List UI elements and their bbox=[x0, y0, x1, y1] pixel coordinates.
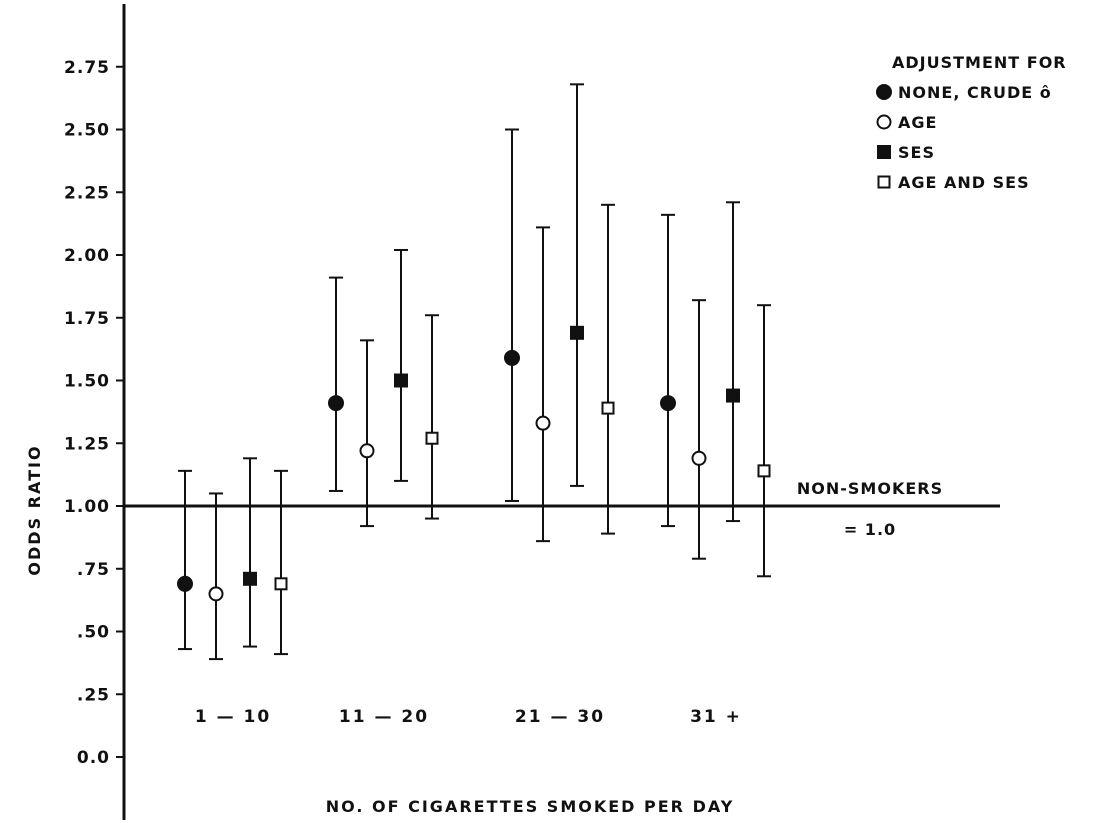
data-point bbox=[601, 401, 615, 415]
y-tick-label: 1.00 bbox=[64, 497, 110, 517]
legend-entry: SES bbox=[898, 143, 935, 162]
legend-entry: NONE, CRUDE ô bbox=[898, 83, 1052, 102]
y-tick-label: 1.25 bbox=[64, 434, 110, 454]
data-point bbox=[274, 577, 288, 591]
series-filled-circle bbox=[177, 128, 676, 651]
legend-marker bbox=[876, 114, 892, 130]
legend-marker bbox=[877, 145, 891, 159]
series-layer bbox=[177, 83, 771, 661]
reference-label-line2: = 1.0 bbox=[844, 520, 896, 539]
y-axis-title: ODDS RATIO bbox=[25, 444, 44, 575]
y-tick-label: 2.00 bbox=[64, 246, 110, 266]
y-tick-label: 2.75 bbox=[64, 58, 110, 78]
data-point bbox=[359, 443, 375, 459]
legend-title: ADJUSTMENT FOR bbox=[892, 53, 1067, 72]
y-ticks: 0.0 .25 .50 .75 1.00 1.25 1.50 1.75 2.00 2.25 2.50… bbox=[64, 58, 124, 768]
series-open-square bbox=[274, 203, 771, 656]
y-tick-label: 0.0 bbox=[77, 748, 110, 768]
data-point bbox=[726, 388, 740, 403]
data-point bbox=[328, 395, 344, 412]
y-tick-label: 1.50 bbox=[64, 372, 110, 392]
legend-marker bbox=[877, 175, 891, 189]
legend: ADJUSTMENT FOR NONE, CRUDE ô AGE SES AGE AN… bbox=[876, 53, 1067, 192]
category-label: 21 — 30 bbox=[515, 707, 605, 727]
data-point bbox=[243, 571, 257, 586]
y-tick-label: 1.75 bbox=[64, 309, 110, 329]
y-tick-label: 2.25 bbox=[64, 183, 110, 203]
legend-entry: AGE AND SES bbox=[898, 173, 1030, 192]
y-tick-label: 2.50 bbox=[64, 121, 110, 141]
data-point bbox=[570, 325, 584, 340]
category-label: 31 + bbox=[690, 707, 742, 727]
legend-marker bbox=[876, 84, 892, 100]
data-point bbox=[535, 415, 551, 431]
series-filled-square bbox=[243, 83, 740, 648]
category-label: 11 — 20 bbox=[339, 707, 429, 727]
data-point bbox=[425, 431, 439, 445]
y-tick-label: .25 bbox=[77, 685, 110, 705]
data-point bbox=[660, 395, 676, 412]
data-point bbox=[691, 450, 707, 466]
data-point bbox=[394, 373, 408, 388]
data-point bbox=[504, 349, 520, 366]
category-labels: 1 — 10 11 — 20 21 — 30 31 + bbox=[195, 707, 742, 727]
x-axis-title: NO. OF CIGARETTES SMOKED PER DAY bbox=[326, 797, 735, 816]
y-tick-label: .75 bbox=[77, 560, 110, 580]
legend-entry: AGE bbox=[898, 113, 937, 132]
data-point bbox=[208, 586, 224, 602]
data-point bbox=[757, 464, 771, 478]
category-label: 1 — 10 bbox=[195, 707, 271, 727]
reference-label-line1: NON-SMOKERS bbox=[797, 479, 943, 498]
series-open-circle bbox=[208, 226, 707, 661]
reference-layer: NON-SMOKERS = 1.0 bbox=[124, 479, 1000, 539]
y-tick-label: .50 bbox=[77, 623, 110, 643]
data-point bbox=[177, 575, 193, 592]
